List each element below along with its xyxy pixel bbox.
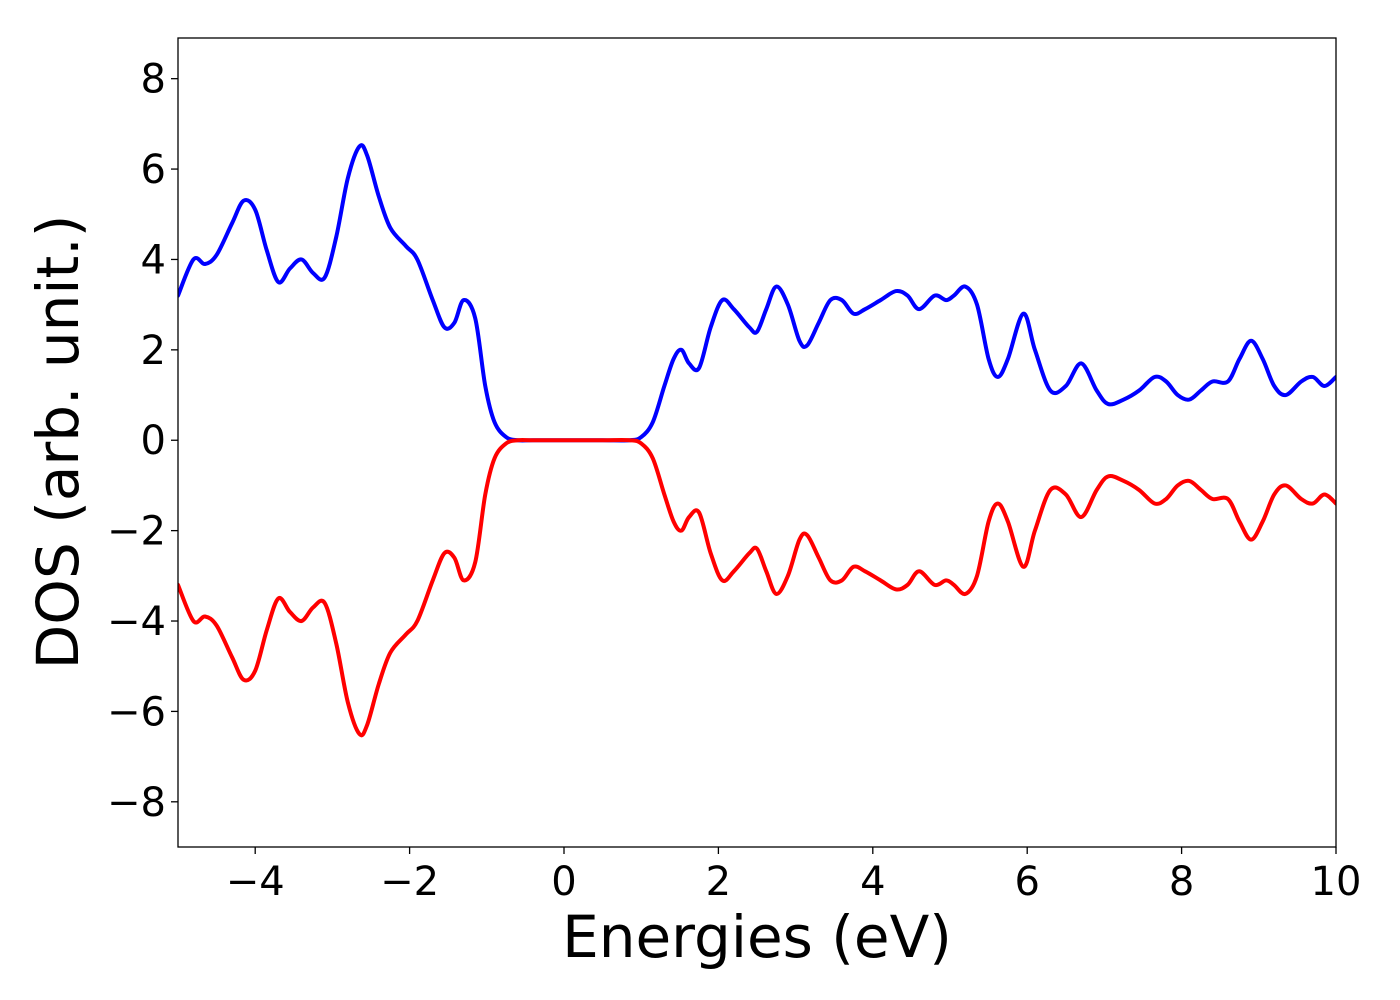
y-tick-label: 2 bbox=[141, 328, 166, 374]
y-tick-label: −4 bbox=[107, 599, 166, 645]
dos-spin-down-line bbox=[178, 438, 1336, 738]
x-axis-title: Energies (eV) bbox=[562, 903, 952, 971]
y-tick-label: 8 bbox=[141, 57, 166, 103]
plot-frame bbox=[177, 37, 1337, 848]
x-tick-label: −2 bbox=[380, 859, 439, 905]
x-tick-label: −4 bbox=[226, 859, 285, 905]
y-tick-label: 6 bbox=[141, 147, 166, 193]
y-tick-label: −8 bbox=[107, 780, 166, 826]
x-tick-label: 10 bbox=[1311, 859, 1362, 905]
y-tick-label: −2 bbox=[107, 509, 166, 555]
y-tick-label: 0 bbox=[141, 418, 166, 464]
y-tick-label: −6 bbox=[107, 689, 166, 735]
y-tick-label: 4 bbox=[141, 237, 166, 283]
x-tick-label: 6 bbox=[1014, 859, 1039, 905]
y-axis: −8 −6 −4 −2 0 2 4 6 8 bbox=[107, 57, 178, 826]
x-tick-label: 4 bbox=[860, 859, 885, 905]
x-tick-label: 0 bbox=[551, 859, 576, 905]
x-axis: −4 −2 0 2 4 6 8 10 bbox=[226, 847, 1362, 905]
x-tick-label: 8 bbox=[1169, 859, 1194, 905]
dos-spin-up-line bbox=[178, 143, 1336, 443]
x-tick-label: 2 bbox=[706, 859, 731, 905]
y-axis-title: DOS (arb. unit.) bbox=[24, 215, 92, 670]
series-layer bbox=[178, 143, 1336, 738]
